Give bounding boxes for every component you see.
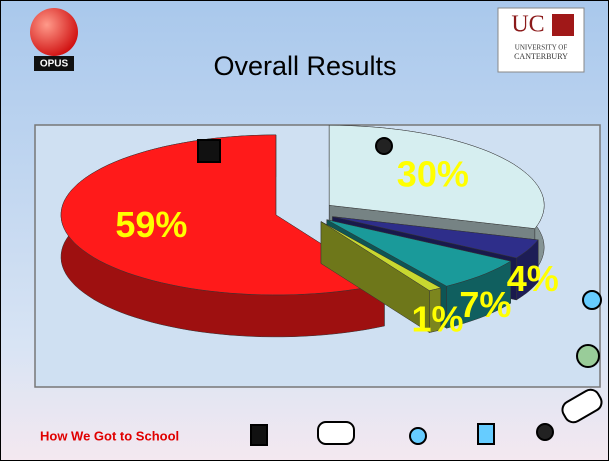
caption: How We Got to School bbox=[40, 428, 179, 443]
icon-bike bbox=[576, 344, 600, 368]
data-label: 4% bbox=[507, 258, 559, 299]
slice bbox=[60, 134, 386, 296]
slice bbox=[326, 219, 512, 287]
pie: 30% 4%7%1% 59% bbox=[60, 125, 559, 340]
icon-basket bbox=[197, 139, 221, 163]
icon-scooter bbox=[477, 423, 495, 445]
uc-logo: UC UNIVERSITY OF CANTERBURY bbox=[497, 7, 585, 73]
icon-basket bbox=[250, 424, 268, 446]
data-label: 59% bbox=[115, 204, 187, 245]
data-label: 30% bbox=[397, 153, 469, 194]
slice bbox=[332, 216, 539, 259]
icon-walker bbox=[375, 137, 393, 155]
slice bbox=[320, 221, 442, 291]
icon-scooter bbox=[582, 290, 602, 310]
data-label: 7% bbox=[459, 284, 511, 325]
icons bbox=[197, 137, 603, 446]
logo-line: CANTERBURY bbox=[514, 52, 568, 61]
chart-title: Overall Results bbox=[213, 51, 396, 81]
icon-bike bbox=[409, 427, 427, 445]
opus-logo: OPUS bbox=[30, 8, 78, 71]
icon-car bbox=[561, 388, 603, 424]
data-label: 1% bbox=[411, 299, 463, 340]
logo-plate bbox=[34, 56, 74, 71]
logo-text: OPUS bbox=[40, 59, 69, 70]
icon-walker bbox=[536, 423, 554, 441]
logo-mark: UC bbox=[511, 12, 544, 38]
logo-crest bbox=[552, 14, 574, 36]
logo-line: UNIVERSITY OF bbox=[515, 44, 568, 52]
icon-bus bbox=[317, 421, 355, 445]
logo-ball bbox=[30, 8, 78, 56]
